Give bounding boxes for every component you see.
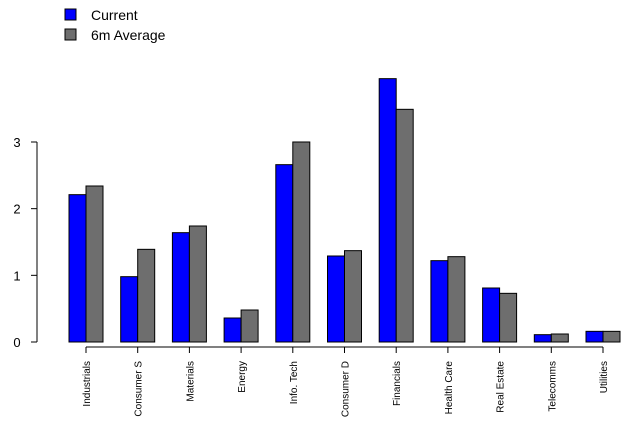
x-tick-label-1: Consumer S [134,361,145,417]
bar-7-0 [430,260,449,343]
bar-0-0 [68,194,87,343]
x-tick-label-5: Consumer D [341,361,352,417]
bar-2-0 [171,232,190,343]
bar-2-1 [188,225,207,343]
legend-swatch-1 [64,28,77,41]
bars-group [68,78,621,343]
x-tick-label-6: Financials [392,361,403,406]
bar-5-0 [327,255,345,343]
bar-4-1 [292,141,311,343]
x-tick-label-0: Industrials [82,361,93,407]
y-axis: 0 1 2 3 [13,135,38,350]
bar-5-1 [344,250,362,343]
bar-9-0 [533,334,552,343]
bar-9-1 [550,333,569,343]
x-tick-label-9: Telecomms [547,361,558,412]
bar-3-1 [240,309,259,343]
y-tick-label-3: 3 [13,135,20,150]
legend-label-1: 6m Average [91,27,166,43]
bar-6-0 [378,78,397,343]
bar-1-0 [120,276,139,343]
bar-7-1 [447,256,466,343]
bar-6-1 [395,108,414,343]
bar-3-0 [223,317,242,343]
legend-swatch-0 [64,8,77,21]
x-tick-label-2: Materials [185,361,196,402]
bar-10-1 [602,330,621,343]
y-tick-label-0: 0 [13,335,20,350]
bar-10-0 [585,330,604,343]
bar-4-0 [275,164,294,343]
y-tick-label-2: 2 [13,202,20,217]
x-tick-label-7: Health Care [444,361,455,415]
x-tick-label-4: Info. Tech [289,361,300,404]
x-tick-label-3: Energy [237,361,248,393]
x-tick-label-8: Real Estate [496,361,507,413]
x-tick-label-10: Utilities [599,361,610,393]
bar-8-1 [499,292,518,343]
y-tick-label-1: 1 [13,268,20,283]
bar-8-0 [482,287,501,343]
legend-label-0: Current [91,7,138,23]
bar-0-1 [85,185,104,343]
bar-1-1 [137,248,156,343]
x-axis: Industrials Consumer S Materials Energy Info… [82,346,610,417]
legend: Current 6m Average [64,7,166,43]
